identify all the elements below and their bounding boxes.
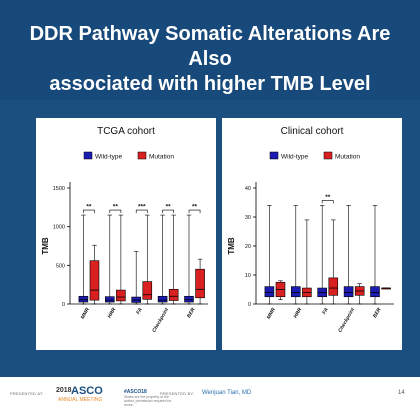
meeting-year: 2018 (56, 387, 72, 394)
legend-swatch (83, 151, 93, 160)
significance-label: ** (325, 194, 331, 201)
box-iqr (195, 268, 205, 299)
wild-type-box (264, 205, 275, 305)
box-iqr (184, 295, 194, 303)
box-iqr (142, 281, 153, 300)
box-iqr (116, 289, 126, 302)
wild-type-box (343, 205, 354, 305)
wild-type-box (131, 251, 141, 305)
chart-legend: Wild-type Mutation (83, 151, 174, 161)
significance-label: ** (86, 204, 92, 211)
x-category-label: HRR (293, 307, 304, 320)
box-iqr (343, 286, 354, 298)
y-axis-label: TMB (227, 237, 236, 255)
y-tick-label: 30 (245, 215, 251, 221)
y-axis-label: TMB (41, 237, 50, 255)
wild-type-box (184, 214, 194, 305)
mutation-box (116, 214, 126, 305)
asco-logo: 2018 ASCO ANNUAL MEETING (56, 385, 120, 407)
significance-bracket (162, 209, 174, 214)
x-category-label: BER (372, 307, 383, 319)
mutation-box (328, 219, 339, 305)
clinical-chart-panel: Clinical cohort Wild-type Mutation 0 10 20 30 4… (222, 118, 402, 350)
x-category-label: BER (186, 307, 197, 319)
clinical-boxplot: Clinical cohort Wild-type Mutation 0 10 20 30 4… (227, 126, 394, 334)
y-tick-label: 500 (56, 263, 65, 269)
x-category-label: MMR (80, 307, 91, 321)
wild-type-box (370, 205, 380, 305)
y-tick-label: 1000 (53, 225, 65, 231)
meeting-hashtag-note: Slides are the property of the author, p… (124, 395, 172, 407)
significance-bracket (188, 209, 201, 214)
mutation-box (302, 219, 312, 305)
significance-bracket (83, 209, 95, 214)
x-category-label: Checkpoint (337, 307, 356, 334)
tcga-boxplot: TCGA cohort Wild-type Mutation 0 500 1000 1500… (41, 126, 208, 334)
y-tick-label: 20 (245, 244, 251, 250)
slide-title-line-2: associated with higher TMB Level (49, 73, 371, 95)
presented-at-label: PRESENTED AT: (10, 391, 44, 396)
legend-label: Mutation (149, 154, 174, 161)
y-tick-label: 0 (248, 302, 251, 308)
mutation-box (168, 214, 179, 305)
footer: PRESENTED AT: 2018 ASCO ANNUAL MEETING #… (0, 377, 420, 420)
mutation-box (275, 280, 286, 300)
legend-label: Wild-type (281, 154, 308, 161)
legend-swatch (269, 151, 279, 160)
slide-title-line-1: DDR Pathway Somatic Alterations Are Also (29, 23, 391, 70)
presenter-name: Wenjuan Tian, MD (202, 390, 252, 396)
box-iqr (78, 295, 89, 303)
x-category-label: FA (135, 307, 144, 316)
wild-type-box (157, 214, 168, 305)
y-tick-label: 40 (245, 186, 251, 192)
y-tick-label: 1500 (53, 186, 65, 192)
box-iqr (328, 277, 339, 296)
box-iqr (168, 289, 179, 301)
wild-type-box (291, 205, 301, 305)
mutation-box (89, 244, 100, 305)
significance-bracket (109, 209, 122, 214)
box-iqr (370, 286, 380, 298)
box-iqr (157, 295, 168, 303)
legend-label: Wild-type (95, 154, 122, 161)
chart-title: Clinical cohort (281, 126, 344, 137)
y-tick-label: 10 (245, 273, 251, 279)
box-iqr (105, 296, 115, 303)
mutation-box (354, 283, 365, 305)
box-iqr (291, 286, 301, 298)
x-category-label: MMR (266, 307, 277, 321)
mutation-box (195, 258, 205, 305)
chart-title: TCGA cohort (97, 126, 155, 137)
title-band (0, 0, 420, 100)
x-category-label: Checkpoint (151, 307, 170, 334)
mutation-box (381, 287, 391, 290)
significance-label: ** (166, 204, 172, 211)
chart-legend: Wild-type Mutation (269, 151, 360, 161)
box-iqr (264, 286, 275, 298)
y-tick-label: 0 (62, 302, 65, 308)
significance-label: ** (113, 204, 119, 211)
mutation-box (142, 214, 153, 305)
legend-swatch (137, 151, 147, 160)
wild-type-box (317, 205, 327, 305)
wild-type-box (78, 214, 89, 305)
slide-title: DDR Pathway Somatic Alterations Are Also… (14, 22, 406, 97)
presented-by-label: PRESENTED BY: (160, 391, 195, 396)
legend-swatch (323, 151, 333, 160)
box-iqr (89, 260, 100, 301)
significance-label: ** (192, 204, 198, 211)
meeting-name: ANNUAL MEETING (58, 397, 103, 403)
legend-label: Mutation (335, 154, 360, 161)
page-number: 14 (398, 390, 405, 396)
meeting-hashtag: #ASCO18 (124, 389, 147, 395)
significance-label: *** (138, 204, 146, 211)
x-category-label: FA (321, 307, 330, 316)
wild-type-box (105, 214, 115, 305)
x-category-label: HRR (107, 307, 118, 320)
significance-bracket (135, 209, 148, 214)
tcga-chart-panel: TCGA cohort Wild-type Mutation 0 500 1000 1500… (36, 118, 216, 350)
meeting-brand: ASCO (71, 385, 103, 397)
significance-bracket (321, 200, 334, 204)
